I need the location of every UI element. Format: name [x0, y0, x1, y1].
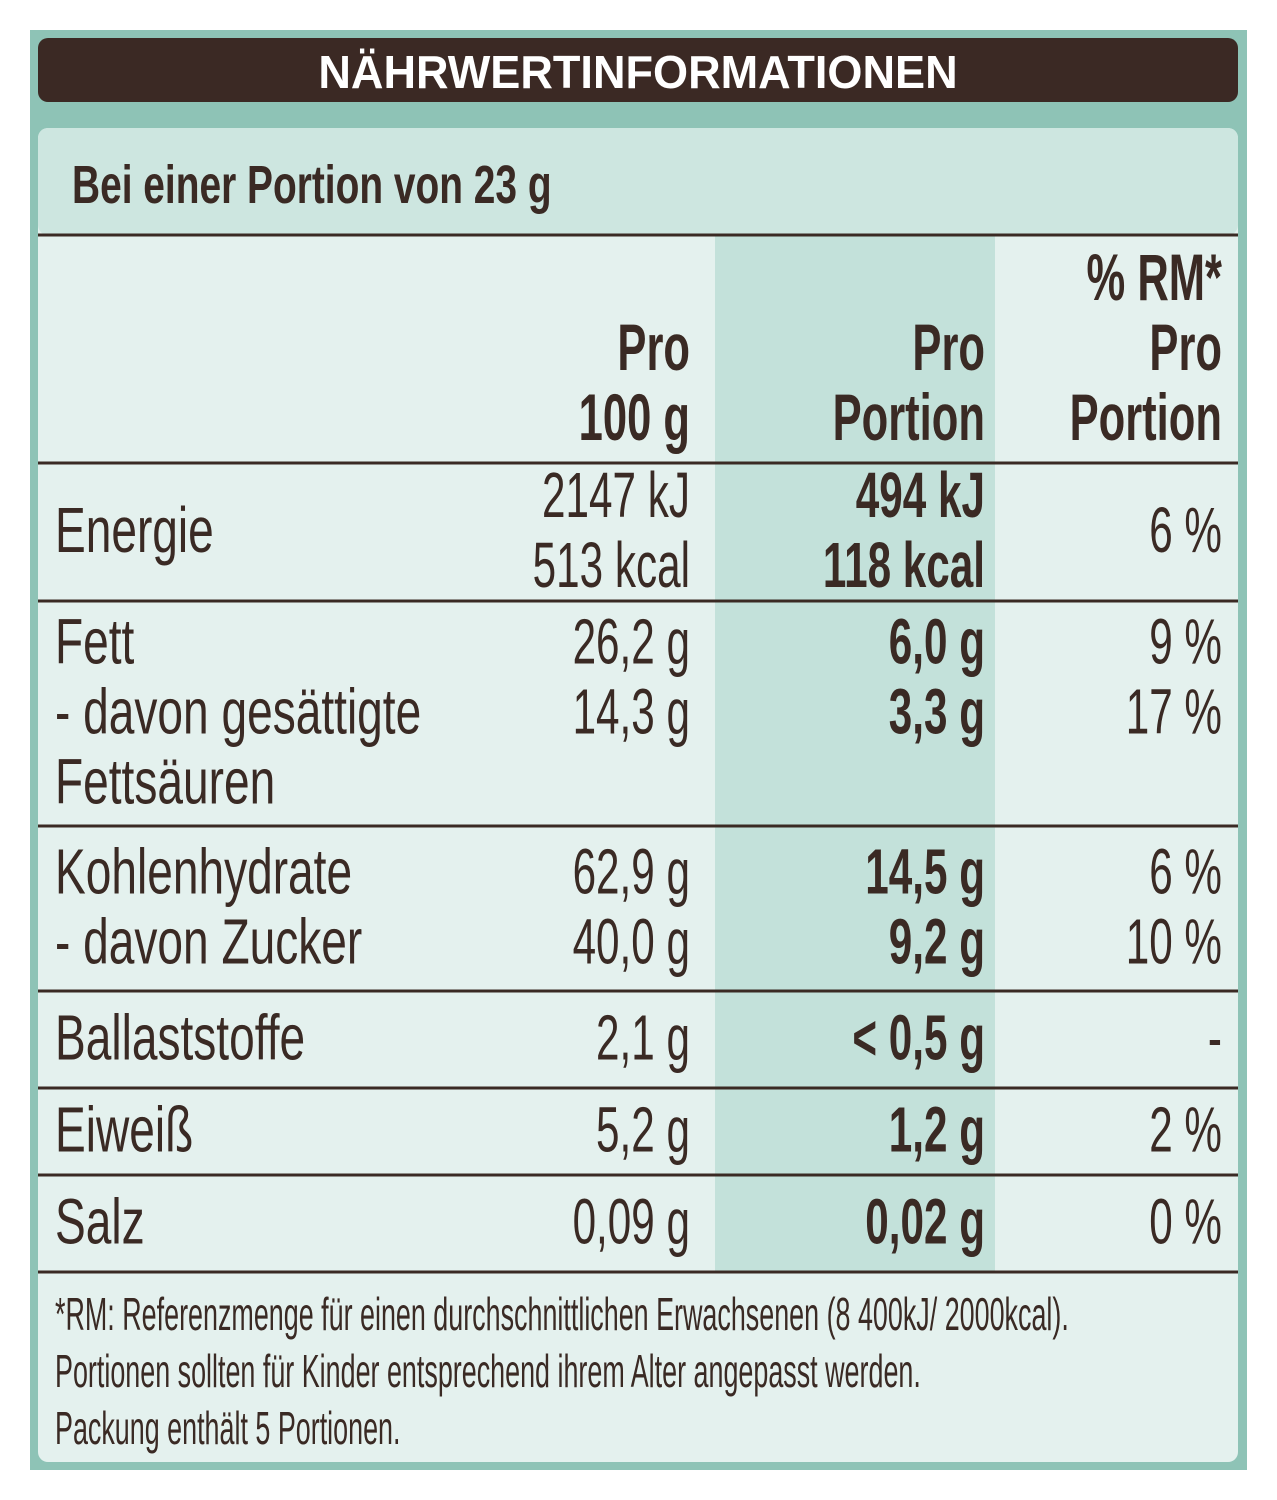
nutrient-value: 62,9 g — [573, 837, 690, 908]
nutrient-value: 5,2 g — [596, 1095, 690, 1166]
column-header-group: Pro — [1149, 310, 1222, 384]
nutrient-value-group: 3,3 g — [889, 677, 985, 748]
nutrient-value-group: 26,2 g — [573, 607, 690, 678]
nutrient-value-group: 118 kcal — [823, 530, 985, 601]
column-header-group: Pro — [617, 310, 690, 384]
title: NÄHRWERTINFORMATIONEN — [318, 47, 957, 99]
nutrient-value-group: 2147 kJ — [542, 460, 690, 531]
nutrient-value-group: 2 % — [1149, 1095, 1222, 1166]
nutrient-label-group: Kohlenhydrate — [55, 836, 352, 907]
nutrient-label-group: Salz — [55, 1186, 145, 1257]
nutrient-value-group: 1,2 g — [889, 1095, 985, 1166]
column-header: Pro — [617, 310, 690, 384]
nutrient-value: 2,1 g — [596, 1003, 690, 1074]
nutrient-value-group: 0,02 g — [865, 1187, 985, 1258]
footnote: *RM: Referenzmenge für einen durchschnit… — [55, 1288, 1069, 1339]
nutrient-label-group: - davon Zucker — [55, 906, 362, 977]
nutrient-value: 2147 kJ — [542, 460, 690, 531]
nutrient-value: 9 % — [1149, 607, 1222, 678]
nutrient-value-group: 2,1 g — [596, 1003, 690, 1074]
column-header: Pro — [1149, 310, 1222, 384]
column-header-group: 100 g — [579, 380, 690, 454]
nutrient-value-group: 6 % — [1149, 495, 1222, 566]
nutrient-label-group: Fettsäuren — [55, 746, 275, 817]
column-band — [715, 235, 995, 1272]
nutrient-label: Salz — [55, 1186, 145, 1257]
nutrient-value: 513 kcal — [533, 530, 690, 601]
footnote: Portionen sollten für Kinder entsprechen… — [55, 1345, 921, 1396]
nutrient-value-group: 0 % — [1149, 1187, 1222, 1258]
nutrient-value-group: 9 % — [1149, 607, 1222, 678]
nutrient-value: 10 % — [1126, 907, 1222, 978]
column-header-group: % RM* — [1086, 240, 1222, 314]
column-header-group: Pro — [912, 310, 985, 384]
nutrient-value: - — [1208, 1003, 1222, 1074]
nutrient-value: 9,2 g — [889, 907, 985, 978]
nutrient-value: 6 % — [1149, 495, 1222, 566]
column-header: Pro — [912, 310, 985, 384]
footnote: Packung enthält 5 Portionen. — [55, 1402, 400, 1453]
column-header: 100 g — [579, 380, 690, 454]
nutrient-label-group: Eiweiß — [55, 1094, 193, 1165]
nutrient-value-group: - — [1208, 1003, 1222, 1074]
subtitle-band — [38, 128, 1238, 235]
nutrient-label: - davon Zucker — [55, 906, 362, 977]
nutrient-label: Ballaststoffe — [55, 1002, 305, 1073]
nutrient-label: Fettsäuren — [55, 746, 275, 817]
nutrient-value: 1,2 g — [889, 1095, 985, 1166]
header-bar — [38, 38, 1238, 102]
nutrient-value: 17 % — [1126, 677, 1222, 748]
title-group: NÄHRWERTINFORMATIONEN — [318, 47, 957, 99]
nutrient-value: 6 % — [1149, 837, 1222, 908]
nutrient-value: < 0,5 g — [852, 1003, 985, 1074]
subtitle-group: Bei einer Portion von 23 g — [72, 154, 552, 215]
column-header-group: Portion — [833, 380, 985, 454]
column-header-group: Portion — [1070, 380, 1222, 454]
nutrient-value: 0,09 g — [573, 1187, 690, 1258]
nutrient-value-group: 14,5 g — [865, 837, 985, 908]
nutrient-label: Eiweiß — [55, 1094, 193, 1165]
nutrient-value: 0,02 g — [865, 1187, 985, 1258]
nutrient-value-group: 6 % — [1149, 837, 1222, 908]
nutrient-value-group: 14,3 g — [573, 677, 690, 748]
nutrient-value: 118 kcal — [823, 530, 985, 601]
column-header: % RM* — [1086, 240, 1222, 314]
nutrient-value: 6,0 g — [889, 607, 985, 678]
nutrient-value: 0 % — [1149, 1187, 1222, 1258]
nutrient-value: 26,2 g — [573, 607, 690, 678]
nutrient-value: 40,0 g — [573, 907, 690, 978]
nutrient-label: - davon gesättigte — [55, 676, 421, 747]
nutrient-value-group: 9,2 g — [889, 907, 985, 978]
nutrient-label-group: - davon gesättigte — [55, 676, 421, 747]
nutrient-value-group: 0,09 g — [573, 1187, 690, 1258]
nutrient-value-group: 494 kJ — [856, 460, 985, 531]
nutrient-value: 14,5 g — [865, 837, 985, 908]
nutrient-label-group: Ballaststoffe — [55, 1002, 305, 1073]
nutrient-value: 3,3 g — [889, 677, 985, 748]
nutrient-value-group: 40,0 g — [573, 907, 690, 978]
footnote-group: *RM: Referenzmenge für einen durchschnit… — [55, 1288, 1069, 1339]
nutrient-value: 2 % — [1149, 1095, 1222, 1166]
nutrient-value: 494 kJ — [856, 460, 985, 531]
nutrient-value-group: 6,0 g — [889, 607, 985, 678]
nutrient-label: Fett — [55, 606, 135, 677]
column-header: Portion — [833, 380, 985, 454]
nutrient-value-group: 17 % — [1126, 677, 1222, 748]
nutrient-value-group: 10 % — [1126, 907, 1222, 978]
nutrient-label-group: Energie — [55, 495, 214, 566]
nutrient-value: 14,3 g — [573, 677, 690, 748]
footnote-group: Packung enthält 5 Portionen. — [55, 1402, 400, 1453]
nutrient-value-group: 5,2 g — [596, 1095, 690, 1166]
footnote-group: Portionen sollten für Kinder entsprechen… — [55, 1345, 921, 1396]
nutrient-value-group: < 0,5 g — [852, 1003, 985, 1074]
nutrient-value-group: 513 kcal — [533, 530, 690, 601]
nutrient-label: Energie — [55, 495, 214, 566]
column-header: Portion — [1070, 380, 1222, 454]
nutrient-value-group: 62,9 g — [573, 837, 690, 908]
subtitle: Bei einer Portion von 23 g — [72, 154, 552, 215]
nutrient-label: Kohlenhydrate — [55, 836, 352, 907]
nutrient-label-group: Fett — [55, 606, 135, 677]
